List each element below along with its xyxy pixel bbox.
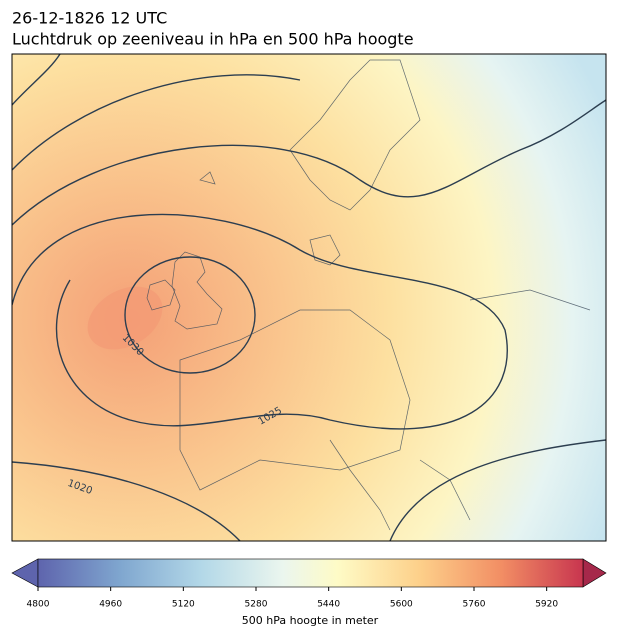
coastlines bbox=[146, 59, 591, 531]
isobar bbox=[12, 99, 606, 226]
isobar bbox=[124, 256, 256, 374]
colorbar-tick-label: 5760 bbox=[463, 600, 486, 610]
colorbar-body bbox=[37, 558, 584, 588]
colorbar-tick-label: 5120 bbox=[172, 600, 195, 610]
isobar bbox=[12, 213, 508, 430]
isobar bbox=[12, 461, 241, 541]
colorbar-tick-label: 4800 bbox=[27, 600, 50, 610]
colorbar-extend-high bbox=[582, 558, 607, 588]
isobar bbox=[12, 74, 301, 171]
subtitle: Luchtdruk op zeeniveau in hPa en 500 hPa… bbox=[12, 30, 414, 49]
colorbar-tick-label: 4960 bbox=[99, 600, 122, 610]
colorbar-tick-label: 5440 bbox=[317, 600, 340, 610]
map-frame bbox=[11, 53, 607, 542]
map: 1030 1025 1020 bbox=[12, 54, 606, 541]
isobar bbox=[389, 439, 606, 541]
isobar bbox=[12, 54, 61, 106]
field bbox=[12, 54, 606, 541]
colorbar-tick-label: 5920 bbox=[535, 600, 558, 610]
colorbar-label: 500 hPa hoogte in meter bbox=[242, 614, 379, 627]
colorbar-tick-label: 5280 bbox=[245, 600, 268, 610]
title: 26-12-1826 12 UTC bbox=[12, 9, 167, 28]
colorbar-extend-low bbox=[11, 558, 39, 588]
isobars bbox=[12, 54, 606, 541]
colorbar: 500 hPa hoogte in meter bbox=[11, 558, 607, 627]
colorbar-tick-label: 5600 bbox=[390, 600, 413, 610]
